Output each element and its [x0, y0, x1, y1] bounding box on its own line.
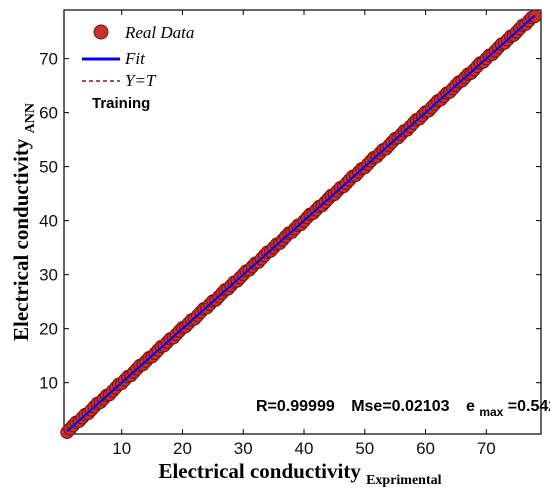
- legend-label-y-t: Y=T: [125, 71, 157, 90]
- stats-r: R=0.99999: [256, 398, 335, 415]
- y-tick-label: 40: [39, 212, 58, 231]
- stats-annotation: R=0.99999 Mse=0.02103 e max =0.5427: [256, 398, 550, 420]
- x-axis-title-main: Electrical conductivity: [158, 459, 361, 483]
- x-tick-label: 60: [416, 439, 435, 458]
- y-axis-title-main: Electrical conductivity: [9, 138, 33, 341]
- x-tick-label: 10: [112, 439, 131, 458]
- y-tick-label: 10: [39, 374, 58, 393]
- legend-label-fit: Fit: [124, 49, 146, 68]
- legend-marker-real-data: [93, 24, 109, 40]
- legend: Real Data Fit Y=T Training: [82, 23, 194, 112]
- fit-line: [66, 14, 536, 433]
- x-axis-title: Electrical conductivity Exprimental: [158, 459, 441, 488]
- y-tick-label: 20: [39, 320, 58, 339]
- stats-emax-base: e: [466, 398, 475, 415]
- stats-mse: Mse=0.02103: [351, 398, 449, 415]
- x-axis-title-sub: Exprimental: [366, 473, 442, 488]
- y-tick-label: 60: [39, 104, 58, 123]
- y-axis-title-sub: ANN: [23, 103, 38, 133]
- y-axis-title: Electrical conductivity ANN: [9, 103, 38, 341]
- x-tick-label: 30: [234, 439, 253, 458]
- stats-emax-sub: max: [479, 405, 503, 419]
- stats-emax-value: =0.5427: [508, 398, 550, 415]
- y-tick-label: 70: [39, 50, 58, 69]
- x-tick-label: 50: [355, 439, 374, 458]
- axis-ticks: 10 20 30 40 50 60 70 10 20 30 40 50 60 70: [39, 10, 541, 458]
- legend-label-real-data: Real Data: [124, 23, 194, 42]
- x-tick-label: 20: [173, 439, 192, 458]
- y-tick-label: 30: [39, 266, 58, 285]
- x-tick-label: 70: [477, 439, 496, 458]
- legend-note-training: Training: [92, 95, 150, 112]
- y-tick-label: 50: [39, 158, 58, 177]
- x-tick-label: 40: [295, 439, 314, 458]
